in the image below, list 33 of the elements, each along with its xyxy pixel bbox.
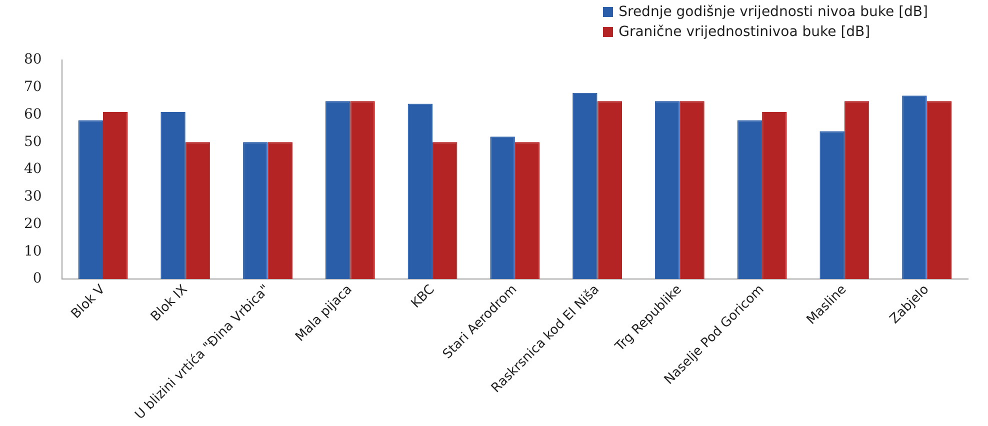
bar <box>820 131 844 280</box>
bar <box>78 120 104 280</box>
y-tick-label: 60 <box>24 106 42 122</box>
bar <box>737 120 762 280</box>
bar <box>597 101 622 280</box>
y-tick-label: 30 <box>24 188 42 205</box>
bar <box>325 101 350 280</box>
y-tick-label: 10 <box>24 243 42 260</box>
bar <box>654 101 680 280</box>
y-tick-label: 0 <box>32 270 42 287</box>
bar <box>243 142 268 280</box>
bar <box>103 112 128 280</box>
bar <box>432 142 458 280</box>
bar <box>268 142 292 280</box>
bar <box>902 96 927 280</box>
y-tick-label: 80 <box>24 52 42 68</box>
bar <box>160 112 186 280</box>
bar <box>926 101 952 280</box>
y-tick-label: 70 <box>24 79 42 96</box>
bar <box>350 101 375 280</box>
legend-label: Srednje godišnje vrijednosti nivoa buke [dB] <box>618 4 928 20</box>
bar <box>490 136 515 280</box>
bar <box>680 101 704 280</box>
legend-label: Granične vrijednostinivoa buke [dB] <box>618 24 870 40</box>
bar <box>762 112 787 280</box>
bar <box>514 142 540 280</box>
bar <box>408 104 433 280</box>
y-tick-label: 40 <box>24 161 42 178</box>
y-tick-label: 50 <box>24 134 42 150</box>
bar <box>185 142 210 280</box>
y-tick-label: 20 <box>24 216 42 232</box>
bar <box>844 101 870 280</box>
bar <box>572 92 598 280</box>
